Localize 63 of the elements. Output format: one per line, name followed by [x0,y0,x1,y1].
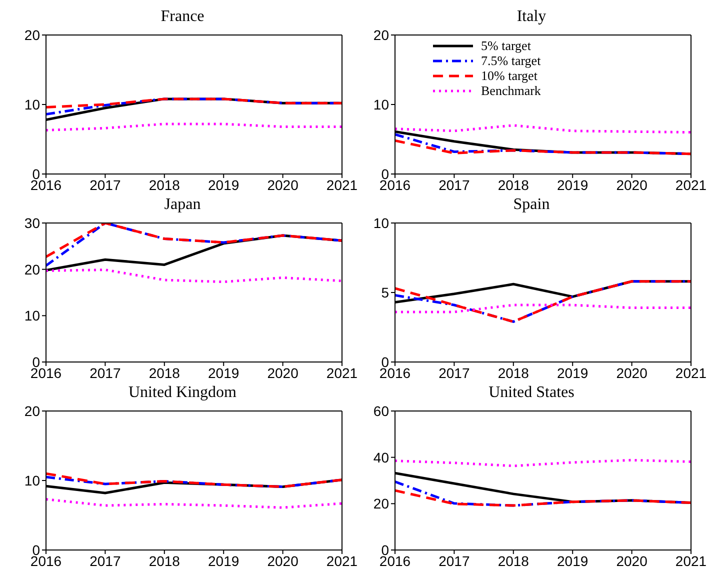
y-tick-label: 40 [373,449,390,466]
legend-label: 10% target [481,68,538,83]
x-tick-label: 2021 [675,552,707,569]
x-tick-label: 2019 [208,552,240,569]
legend-label: 5% target [481,38,531,53]
chart-title: United Kingdom [128,384,238,403]
x-tick-label: 2018 [498,364,530,381]
y-tick-label: 10 [24,308,40,324]
line-series [46,472,342,488]
x-tick-label: 2021 [326,552,358,569]
line-series [395,124,691,134]
line-series [46,122,342,132]
x-tick-label: 2020 [267,176,299,193]
y-tick-label: 30 [24,214,40,231]
x-tick-label: 2021 [675,364,707,381]
x-tick-label: 2021 [675,176,707,193]
x-tick-label: 2020 [616,552,648,569]
y-tick-label: 5 [381,284,390,300]
x-tick-label: 2019 [208,176,240,193]
x-tick-label: 2018 [148,552,180,569]
y-tick-label: 20 [373,496,390,512]
y-tick-label: 10 [24,96,40,112]
x-tick-label: 2019 [208,364,240,381]
x-tick-label: 2017 [90,552,121,569]
x-tick-label: 2017 [90,176,121,193]
y-tick-label: 10 [24,472,40,488]
chart-title: United States [488,384,576,403]
y-tick-label: 60 [373,402,390,419]
x-tick-label: 2017 [438,552,470,569]
y-tick-label: 20 [24,261,40,278]
x-tick-label: 2017 [438,364,470,381]
line-series [395,489,691,507]
x-tick-label: 2017 [90,364,121,381]
x-tick-label: 2019 [557,364,588,381]
chart-title: Spain [512,196,551,215]
chart-title: Italy [516,8,548,27]
x-tick-label: 2020 [616,364,648,381]
x-tick-label: 2020 [267,364,299,381]
y-tick-label: 20 [373,26,390,43]
x-tick-label: 2018 [498,176,530,193]
line-series [46,498,342,509]
x-tick-label: 2021 [326,364,358,381]
legend-label: 7.5% target [481,53,541,68]
line-series [46,98,342,109]
x-tick-label: 2019 [557,552,588,569]
line-series [395,280,691,323]
legend-label: Benchmark [481,83,541,98]
x-tick-label: 2019 [557,176,588,193]
x-tick-label: 2018 [148,176,180,193]
x-tick-label: 2020 [267,552,299,569]
chart-title: Japan [163,196,202,215]
line-series [395,139,691,156]
line-series [46,268,342,284]
y-tick-label: 20 [24,402,40,419]
y-tick-label: 20 [24,26,40,43]
chart-title: France [160,8,206,27]
x-tick-label: 2018 [148,364,180,381]
x-tick-label: 2021 [326,176,358,193]
y-tick-label: 10 [373,214,390,231]
y-tick-label: 10 [373,96,390,112]
x-tick-label: 2017 [438,176,470,193]
x-tick-label: 2018 [498,552,530,569]
x-tick-label: 2020 [616,176,648,193]
